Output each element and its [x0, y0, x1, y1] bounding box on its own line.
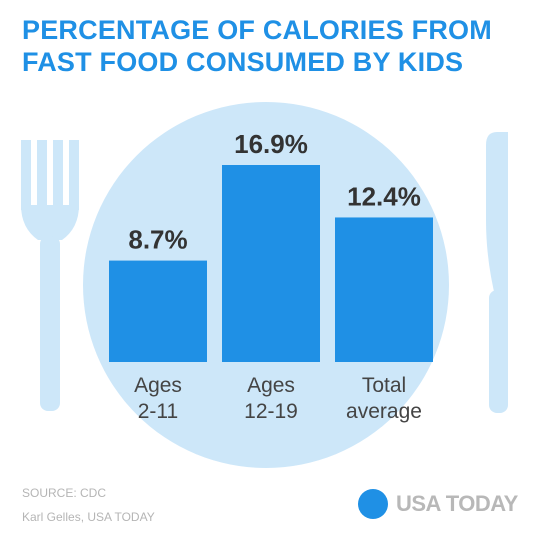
logo-text: USA TODAY	[396, 491, 518, 516]
fork-icon	[21, 140, 79, 411]
title-line-1: PERCENTAGE OF CALORIES FROM	[22, 15, 492, 45]
category-label-2-line-1: Ages	[247, 374, 295, 397]
category-label-1-line-1: Ages	[134, 374, 182, 397]
category-label-1-line-2: 2-11	[138, 400, 178, 423]
title-line-2: FAST FOOD CONSUMED BY KIDS	[22, 47, 464, 77]
bar-2	[222, 165, 320, 362]
chart-title: PERCENTAGE OF CALORIES FROM FAST FOOD CO…	[22, 14, 522, 78]
bar-3	[335, 217, 433, 362]
value-label-2: 16.9%	[234, 129, 308, 159]
knife-icon	[486, 132, 508, 413]
value-label-1: 8.7%	[128, 225, 187, 255]
value-label-3: 12.4%	[347, 181, 421, 211]
category-label-3-line-2: average	[346, 400, 422, 423]
bar-1	[109, 260, 207, 362]
credit-note: Karl Gelles, USA TODAY	[22, 510, 155, 524]
category-label-3-line-1: Total	[362, 374, 406, 397]
usa-today-logo: USA TODAY	[358, 489, 518, 519]
bars-group: 8.7% Ages 2-11 16.9% Ages 12-19 12.4% Total aver…	[109, 129, 433, 423]
category-label-2-line-2: 12-19	[244, 400, 298, 423]
source-note: SOURCE: CDC	[22, 486, 107, 500]
circle-logo-icon	[358, 489, 388, 519]
